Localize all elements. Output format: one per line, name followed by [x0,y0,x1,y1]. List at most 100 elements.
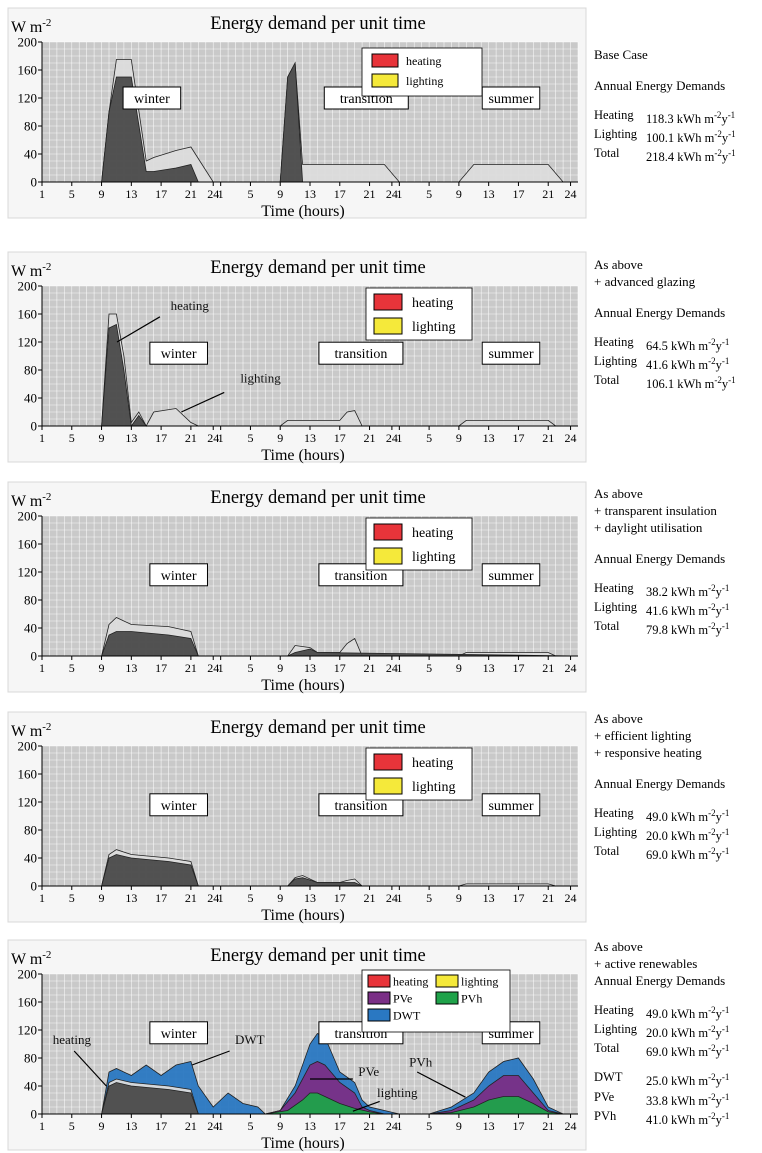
demand-value: 69.0 kWh m-2y-1 [646,1041,729,1060]
y-tick-label: 200 [18,967,38,982]
x-tick-label: 9 [456,431,462,445]
demand-rows: Heating 49.0 kWh m-2y-1 Lighting 20.0 kWh m… [594,806,762,863]
season-label-box [481,86,541,110]
demand-label: Heating [594,335,634,349]
series-area-heating [42,61,578,183]
unit-exponent: -1 [721,602,730,613]
x-tick-label: 1 [218,1119,224,1133]
x-tick-label: 21 [364,187,376,201]
x-axis-label: Time (hours) [261,1135,344,1152]
demand-row: PVe 33.8 kWh m-2y-1 [594,1090,762,1109]
demand-row: Total 69.0 kWh m-2y-1 [594,844,762,863]
demand-value: 41.6 kWh m-2y-1 [646,354,729,373]
unit-year: y [715,1093,722,1108]
season-label-box [122,86,182,110]
unit-exponent: -1 [728,129,736,140]
demand-amount: 20.0 kWh m [646,1026,709,1041]
x-tick-label: 17 [155,187,167,201]
x-tick-label: 9 [456,187,462,201]
demand-label: Lighting [594,600,638,615]
y-tick-label: 40 [24,147,37,162]
x-tick-label: 13 [304,1119,316,1133]
panel-section-title: Annual Energy Demands [594,776,726,791]
panel-heading-line: + active renewables [594,956,698,971]
demand-value: 41.6 kWh m-2y-1 [646,600,729,619]
legend-label-heating: heating [393,975,428,989]
x-tick-label: 1 [39,661,45,675]
unit-year: y [715,810,722,825]
demand-label: Total [594,619,620,634]
demand-amount: 41.0 kWh m [646,1112,709,1127]
demand-label: Heating [594,108,634,122]
x-tick-label: 5 [426,661,432,675]
panel-heading: Base Case [594,47,648,62]
unit-exponent: -2 [708,602,716,613]
x-tick-label: 13 [304,661,316,675]
x-tick-label: 21 [542,661,554,675]
season-label-summer: summer [488,569,533,584]
panel-heading: As above [594,486,643,501]
legend-label-dwt: DWT [393,1009,421,1023]
annotation-heating: heating [171,298,210,313]
x-axis-label: Time (hours) [261,203,344,220]
demand-row: Total 106.1 kWh m-2y-1 [594,373,762,392]
y-tick-label: 120 [18,795,38,810]
season-label-transition: transition [334,347,387,362]
legend-label-heating: heating [412,296,453,311]
x-tick-label: 9 [456,891,462,905]
y-unit-main: W m [11,951,43,968]
demand-rows: Heating 38.2 kWh m-2y-1 Lighting 41.6 kWh m… [594,581,762,638]
x-tick-label: 21 [364,891,376,905]
x-tick-label: 1 [218,661,224,675]
annotation-pointer [191,1050,230,1066]
demand-amount: 33.8 kWh m [646,1093,709,1108]
chart-title: Energy demand per unit time [210,488,425,508]
legend-swatch-heating [367,974,391,988]
legend-swatch-heating [373,753,403,771]
demand-label: Total [594,1041,620,1056]
x-tick-label: 5 [69,1119,75,1133]
panel-section-title: Annual Energy Demands [594,78,726,93]
x-tick-label: 21 [185,187,197,201]
x-tick-label: 9 [277,187,283,201]
y-tick-label: 160 [18,307,38,322]
unit-year: y [721,112,728,127]
x-tick-label: 9 [277,891,283,905]
unit-year: y [715,1045,722,1060]
x-tick-label: 24 [565,187,577,201]
chart-title: Energy demand per unit time [210,946,425,966]
panel-heading-line: + transparent insulation [594,503,717,518]
x-tick-label: 5 [247,661,253,675]
x-tick-label: 13 [125,431,137,445]
demand-label: Lighting [594,127,638,142]
y-tick-label: 40 [24,621,37,636]
y-tick-label: 80 [24,363,37,378]
x-tick-label: 17 [334,431,346,445]
demand-value: 64.5 kWh m-2y-1 [646,335,729,354]
unit-exponent: -2 [708,1110,716,1121]
y-unit-label: W m-2 [11,949,51,968]
x-tick-label: 24 [386,187,398,201]
x-tick-label: 17 [155,661,167,675]
unit-exponent: -2 [708,621,716,632]
y-unit-main: W m [11,19,43,36]
y-tick-label: 160 [18,537,38,552]
x-tick-label: 21 [185,661,197,675]
x-tick-label: 13 [483,431,495,445]
x-tick-label: 5 [247,187,253,201]
x-tick-label: 24 [207,187,219,201]
x-tick-label: 24 [386,891,398,905]
unit-exponent: -2 [713,110,722,120]
legend: heating lighting [365,517,473,571]
x-tick-label: 1 [218,187,224,201]
demand-label: Lighting [594,354,638,369]
x-tick-label: 24 [386,431,398,445]
x-tick-label: 24 [207,1119,219,1133]
demand-value: 118.3 kWh m-2y-1 [646,108,735,127]
unit-exponent: -1 [727,110,736,120]
panel-heading-line: + advanced glazing [594,274,696,289]
legend-label-pve: PVe [393,992,412,1006]
demand-amount: 49.0 kWh m [646,1007,709,1022]
demand-label: Heating [594,581,634,595]
y-tick-label: 200 [18,35,38,50]
